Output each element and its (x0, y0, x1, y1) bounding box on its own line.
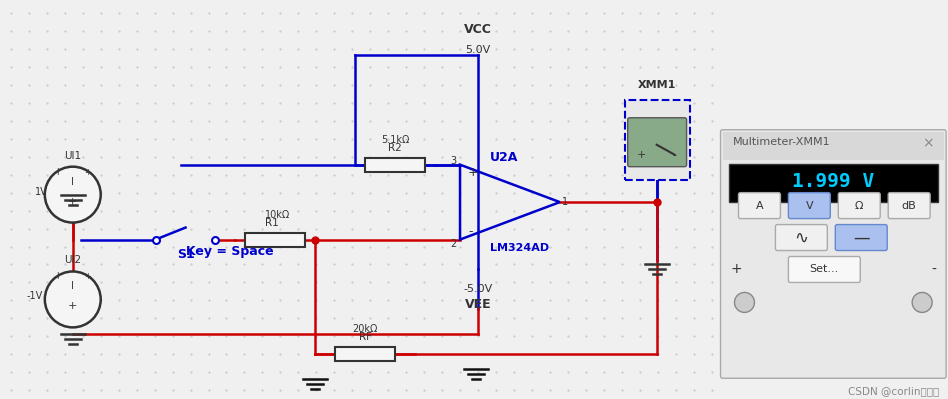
FancyBboxPatch shape (365, 158, 425, 172)
FancyBboxPatch shape (789, 257, 860, 282)
Text: 20kΩ: 20kΩ (353, 324, 378, 334)
FancyBboxPatch shape (246, 233, 305, 247)
Text: —: — (853, 229, 869, 247)
Text: +: + (68, 301, 78, 311)
Text: Set...: Set... (810, 265, 839, 275)
Text: U2A: U2A (490, 151, 519, 164)
Text: +: + (84, 168, 91, 177)
Text: R1: R1 (265, 217, 279, 227)
Text: LM324AD: LM324AD (490, 243, 549, 253)
Text: Multimeter-XMM1: Multimeter-XMM1 (733, 137, 830, 147)
FancyBboxPatch shape (628, 118, 686, 167)
Text: R2: R2 (389, 143, 402, 153)
Text: RF: RF (358, 332, 372, 342)
Text: ∿: ∿ (794, 229, 809, 247)
Text: Ω: Ω (855, 201, 864, 211)
FancyBboxPatch shape (789, 193, 830, 219)
Text: I: I (57, 168, 59, 177)
Text: -: - (468, 225, 472, 238)
Text: 1.999 V: 1.999 V (793, 172, 874, 191)
Text: VEE: VEE (465, 298, 491, 311)
FancyBboxPatch shape (738, 193, 780, 219)
FancyBboxPatch shape (835, 225, 887, 251)
Circle shape (735, 292, 755, 312)
Text: 3: 3 (450, 156, 456, 166)
Text: +: + (731, 263, 742, 277)
Circle shape (912, 292, 932, 312)
Text: 10kΩ: 10kΩ (265, 209, 291, 219)
FancyBboxPatch shape (838, 193, 881, 219)
Circle shape (45, 271, 100, 327)
Text: -: - (931, 263, 936, 277)
FancyBboxPatch shape (888, 193, 930, 219)
Text: +: + (68, 197, 78, 207)
Text: I: I (71, 177, 74, 187)
Text: 5.0V: 5.0V (465, 45, 491, 55)
Text: XMM1: XMM1 (638, 80, 676, 90)
Text: VCC: VCC (465, 24, 492, 36)
Circle shape (45, 167, 100, 223)
Text: dB: dB (902, 201, 917, 211)
FancyBboxPatch shape (336, 348, 395, 361)
Text: UI2: UI2 (64, 255, 82, 265)
Text: V: V (806, 201, 813, 211)
FancyBboxPatch shape (728, 164, 939, 201)
Text: I: I (71, 281, 74, 291)
Text: S1: S1 (176, 247, 194, 261)
Text: I: I (57, 273, 59, 281)
Text: 1: 1 (562, 197, 568, 207)
Text: 5.1kΩ: 5.1kΩ (381, 135, 410, 145)
FancyBboxPatch shape (775, 225, 828, 251)
FancyBboxPatch shape (722, 132, 944, 160)
Text: 1V: 1V (35, 187, 47, 197)
Text: +: + (468, 166, 479, 179)
Text: -1V: -1V (27, 291, 43, 301)
FancyBboxPatch shape (720, 130, 946, 378)
Text: -5.0V: -5.0V (464, 284, 493, 294)
Text: ×: × (922, 137, 934, 151)
Text: Key = Space: Key = Space (186, 245, 273, 257)
FancyBboxPatch shape (625, 100, 689, 180)
Text: A: A (756, 201, 763, 211)
Text: +: + (637, 150, 647, 160)
Text: UI1: UI1 (64, 151, 82, 161)
Text: -: - (673, 150, 677, 160)
Text: 2: 2 (449, 239, 456, 249)
Text: CSDN @corlin工作室: CSDN @corlin工作室 (848, 386, 939, 396)
Text: +: + (84, 273, 91, 281)
